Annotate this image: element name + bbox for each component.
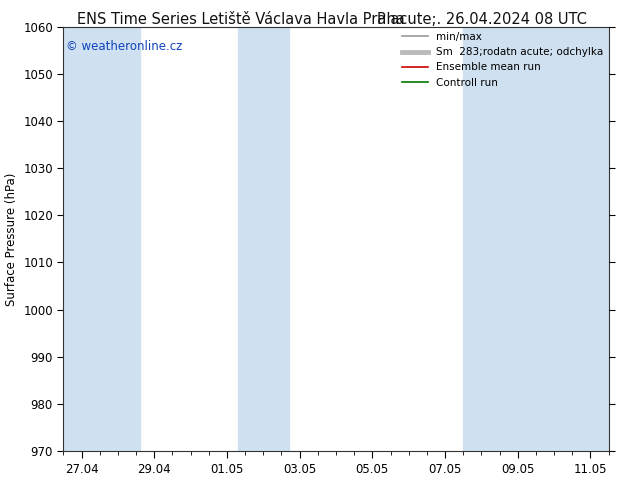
Text: © weatheronline.cz: © weatheronline.cz [66,40,183,52]
Text: P acute;. 26.04.2024 08 UTC: P acute;. 26.04.2024 08 UTC [377,12,587,27]
Y-axis label: Surface Pressure (hPa): Surface Pressure (hPa) [4,172,18,306]
Legend: min/max, Sm  283;rodatn acute; odchylka, Ensemble mean run, Controll run: min/max, Sm 283;rodatn acute; odchylka, … [398,28,607,92]
Bar [238,27,288,451]
Text: ENS Time Series Letiště Václava Havla Praha: ENS Time Series Letiště Václava Havla Pr… [77,12,404,27]
Bar [63,27,139,451]
Bar [463,27,609,451]
